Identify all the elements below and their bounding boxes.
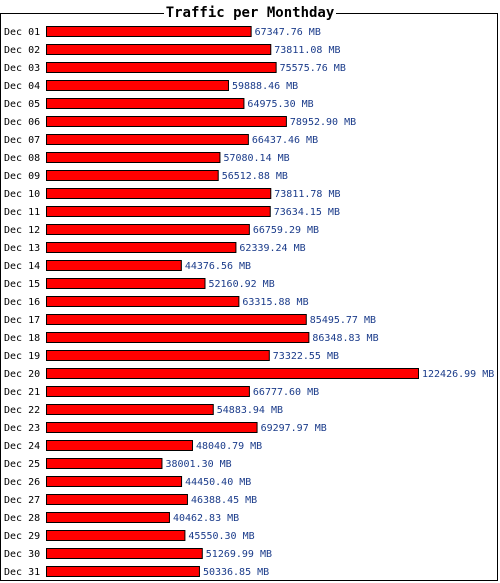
day-label: Dec 07 [4,135,40,146]
traffic-bar [46,152,221,163]
value-label: 67347.76 MB [255,27,321,38]
value-label: 40462.83 MB [173,513,239,524]
traffic-bar [46,422,258,433]
day-label: Dec 06 [4,117,40,128]
value-label: 63315.88 MB [242,297,308,308]
value-label: 73322.55 MB [273,351,339,362]
traffic-bar [46,566,200,577]
day-label: Dec 31 [4,567,40,578]
traffic-bar [46,44,272,55]
traffic-bar [46,350,270,361]
traffic-bar [46,206,271,217]
value-label: 38001.30 MB [165,459,231,470]
value-label: 59888.46 MB [232,81,298,92]
day-label: Dec 24 [4,441,40,452]
day-label: Dec 16 [4,297,40,308]
traffic-bar [46,512,170,523]
traffic-bar [46,548,203,559]
value-label: 66437.46 MB [252,135,318,146]
traffic-bar [46,332,310,343]
day-label: Dec 08 [4,153,40,164]
traffic-bar [46,116,287,127]
day-label: Dec 22 [4,405,40,416]
traffic-bar [46,476,183,487]
traffic-bar [46,494,188,505]
day-label: Dec 11 [4,207,40,218]
value-label: 86348.83 MB [312,333,378,344]
day-label: Dec 04 [4,81,40,92]
day-label: Dec 17 [4,315,40,326]
traffic-bar [46,386,250,397]
traffic-bar [46,440,193,451]
value-label: 44450.40 MB [185,477,251,488]
day-label: Dec 27 [4,495,40,506]
value-label: 85495.77 MB [310,315,376,326]
day-label: Dec 02 [4,45,40,56]
value-label: 48040.79 MB [196,441,262,452]
value-label: 44376.56 MB [185,261,251,272]
value-label: 56512.88 MB [222,171,288,182]
day-label: Dec 26 [4,477,40,488]
day-label: Dec 21 [4,387,40,398]
day-label: Dec 29 [4,531,40,542]
traffic-bar [46,224,250,235]
value-label: 69297.97 MB [261,423,327,434]
day-label: Dec 30 [4,549,40,560]
value-label: 50336.85 MB [203,567,269,578]
day-label: Dec 09 [4,171,40,182]
value-label: 122426.99 MB [422,369,494,380]
traffic-bar [46,62,277,73]
value-label: 52160.92 MB [208,279,274,290]
traffic-bar [46,458,163,469]
traffic-bar [46,368,419,379]
value-label: 66759.29 MB [253,225,319,236]
value-label: 45550.30 MB [188,531,254,542]
value-label: 73811.78 MB [274,189,340,200]
day-label: Dec 03 [4,63,40,74]
day-label: Dec 14 [4,261,40,272]
traffic-bar [46,80,229,91]
traffic-bar [46,296,240,307]
day-label: Dec 12 [4,225,40,236]
value-label: 78952.90 MB [290,117,356,128]
traffic-bar [46,260,182,271]
day-label: Dec 13 [4,243,40,254]
chart-title-text: Traffic per Monthday [163,5,337,21]
traffic-bar [46,26,252,37]
traffic-bar [46,404,214,415]
value-label: 51269.99 MB [206,549,272,560]
day-label: Dec 18 [4,333,40,344]
value-label: 73811.08 MB [274,45,340,56]
day-label: Dec 20 [4,369,40,380]
day-label: Dec 01 [4,27,40,38]
value-label: 64975.30 MB [247,99,313,110]
day-label: Dec 28 [4,513,40,524]
chart-title: Traffic per Monthday [0,5,500,21]
day-label: Dec 05 [4,99,40,110]
day-label: Dec 15 [4,279,40,290]
traffic-bar [46,314,307,325]
value-label: 57080.14 MB [223,153,289,164]
value-label: 46388.45 MB [191,495,257,506]
traffic-bar [46,530,186,541]
traffic-bar [46,188,272,199]
day-label: Dec 10 [4,189,40,200]
traffic-bar [46,134,249,145]
day-label: Dec 23 [4,423,40,434]
value-label: 62339.24 MB [239,243,305,254]
traffic-bar [46,170,219,181]
traffic-bar [46,278,206,289]
value-label: 66777.60 MB [253,387,319,398]
value-label: 75575.76 MB [280,63,346,74]
day-label: Dec 19 [4,351,40,362]
day-label: Dec 25 [4,459,40,470]
value-label: 73634.15 MB [274,207,340,218]
value-label: 54883.94 MB [217,405,283,416]
traffic-bar [46,242,237,253]
traffic-bar [46,98,245,109]
